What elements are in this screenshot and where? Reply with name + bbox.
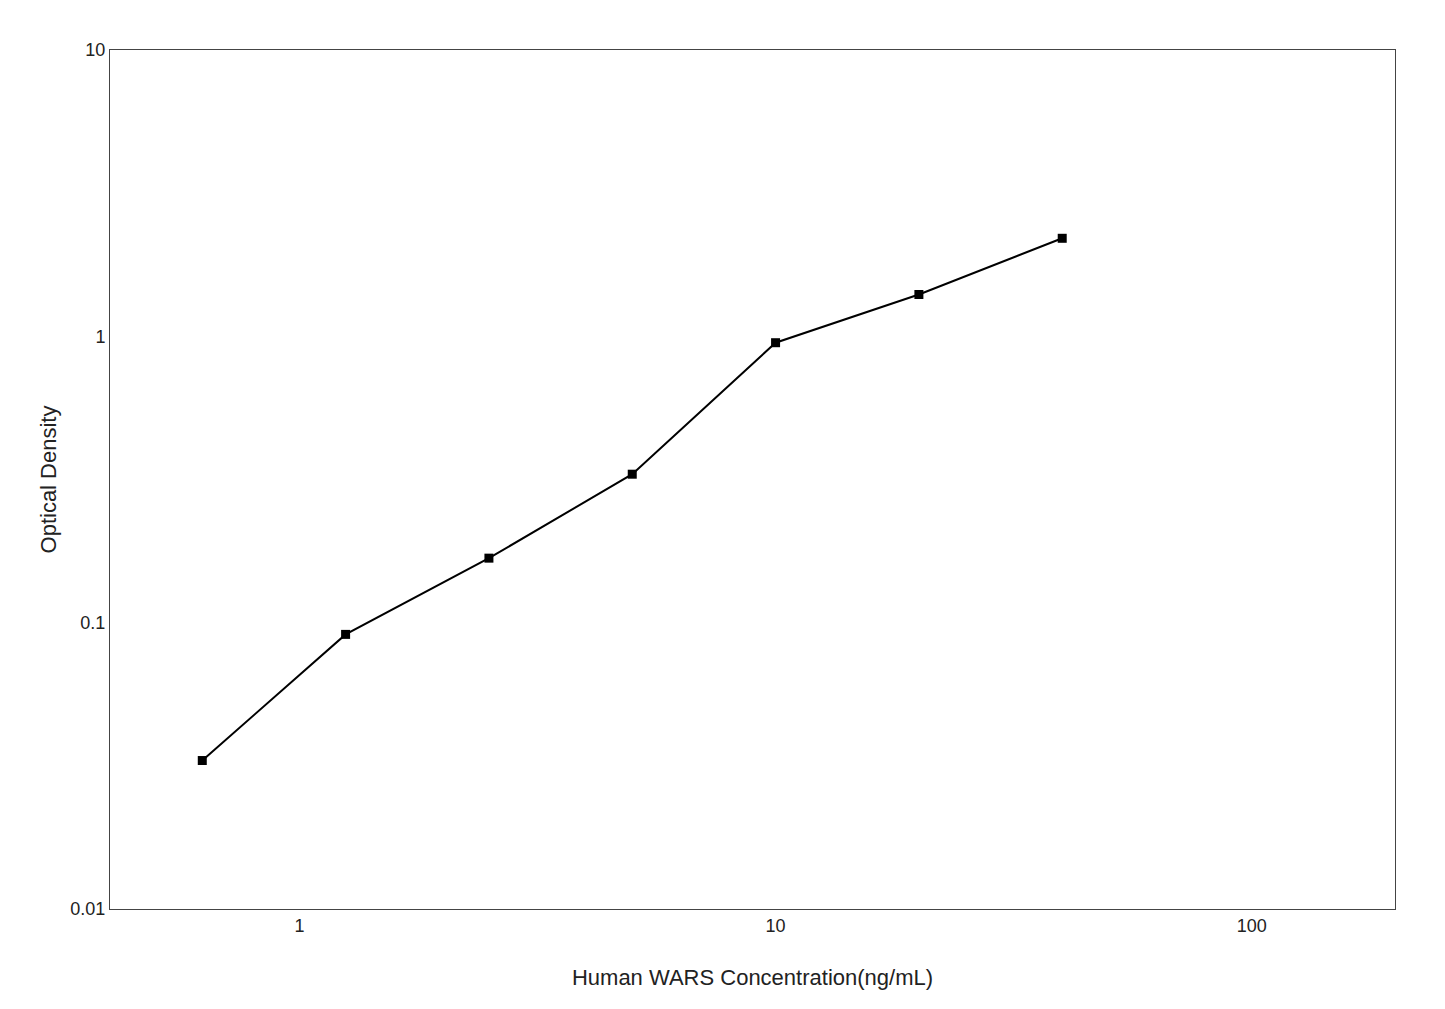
svg-text:0.1: 0.1	[80, 613, 105, 633]
svg-text:100: 100	[1237, 916, 1267, 936]
svg-text:Human WARS Concentration(ng/mL: Human WARS Concentration(ng/mL)	[572, 965, 933, 990]
svg-text:1: 1	[95, 327, 105, 347]
svg-text:1: 1	[294, 916, 304, 936]
svg-text:Optical Density: Optical Density	[36, 406, 61, 554]
svg-text:10: 10	[766, 916, 786, 936]
svg-text:10: 10	[85, 40, 105, 60]
svg-text:0.01: 0.01	[70, 899, 105, 919]
